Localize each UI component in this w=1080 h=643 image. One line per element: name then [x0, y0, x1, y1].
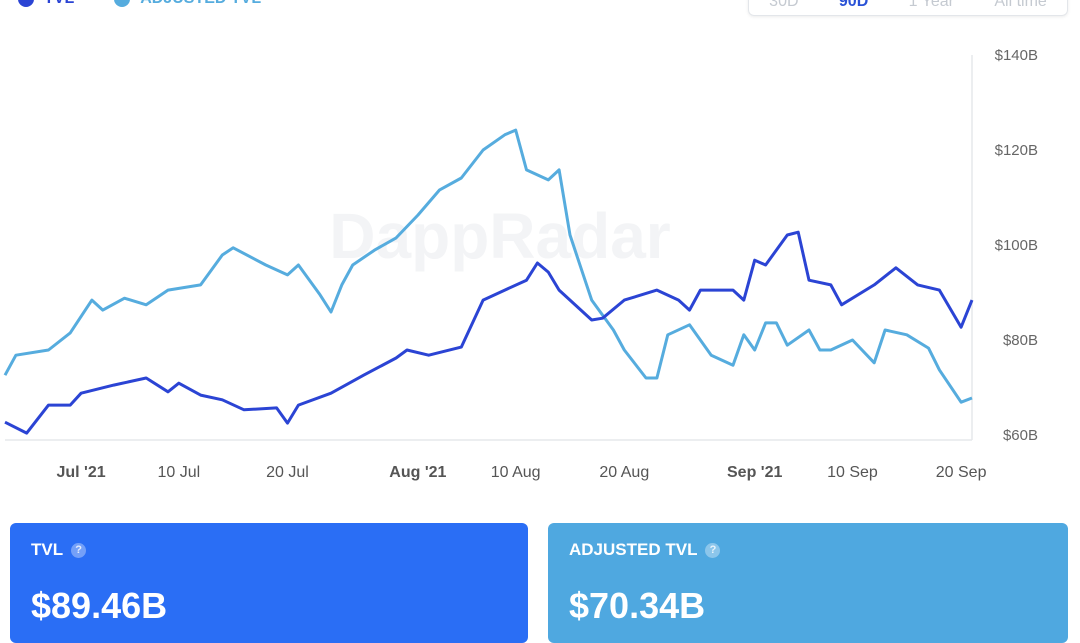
tvl-line-chart: DappRadar $60B $80B $100B $120B $140B Jul '21… [3, 47, 1038, 481]
series-line-tvl [4, 230, 974, 435]
legend-label: ADJUSTED TVL [140, 0, 261, 8]
tvl-card-label: TVL [31, 540, 64, 559]
range-all-time-button[interactable]: All time [994, 0, 1047, 10]
x-tick-label: 10 Sep [827, 464, 878, 481]
range-90d-button[interactable]: 90D [838, 0, 869, 10]
legend-item-adjusted-tvl[interactable]: ADJUSTED TVL [114, 0, 261, 8]
adjusted-tvl-dot-icon [114, 0, 131, 7]
question-circle-icon[interactable]: ? [71, 542, 87, 558]
adjusted-tvl-card-label: ADJUSTED TVL [569, 540, 698, 559]
x-tick-label: 20 Aug [599, 464, 649, 481]
series-line-adjusted-tvl [3, 128, 973, 404]
x-tick-label: 20 Sep [936, 464, 987, 481]
time-range-selector: 30D 90D 1 Year All time [748, 0, 1068, 16]
adjusted-tvl-card-value: $70.34B [569, 585, 706, 626]
x-tick-label: Aug '21 [389, 464, 446, 481]
range-30d-button[interactable]: 30D [769, 0, 799, 10]
range-1-year-button[interactable]: 1 Year [908, 0, 954, 10]
x-tick-label: Sep '21 [727, 464, 782, 481]
x-tick-label: Jul '21 [56, 464, 105, 481]
y-tick-label: $100B [995, 237, 1038, 254]
y-tick-label: $60B [1003, 427, 1038, 444]
tvl-dot-icon [18, 0, 34, 7]
question-circle-icon[interactable]: ? [705, 542, 721, 558]
y-tick-label: $80B [1003, 332, 1038, 349]
legend-label: TVL [44, 0, 74, 8]
tvl-card-value: $89.46B [31, 585, 168, 626]
y-tick-label: $140B [995, 47, 1038, 64]
watermark-logo: DappRadar [329, 200, 670, 272]
legend-item-tvl[interactable]: TVL [18, 0, 74, 8]
adjusted-tvl-card: ADJUSTED TVL? $70.34B [548, 523, 1068, 643]
x-tick-label: 10 Aug [491, 464, 541, 481]
tvl-card: TVL? $89.46B [10, 523, 528, 643]
chart-legend: TVL ADJUSTED TVL [18, 0, 261, 8]
x-tick-label: 10 Jul [157, 464, 200, 481]
y-tick-label: $120B [995, 142, 1038, 159]
x-tick-label: 20 Jul [266, 464, 309, 481]
